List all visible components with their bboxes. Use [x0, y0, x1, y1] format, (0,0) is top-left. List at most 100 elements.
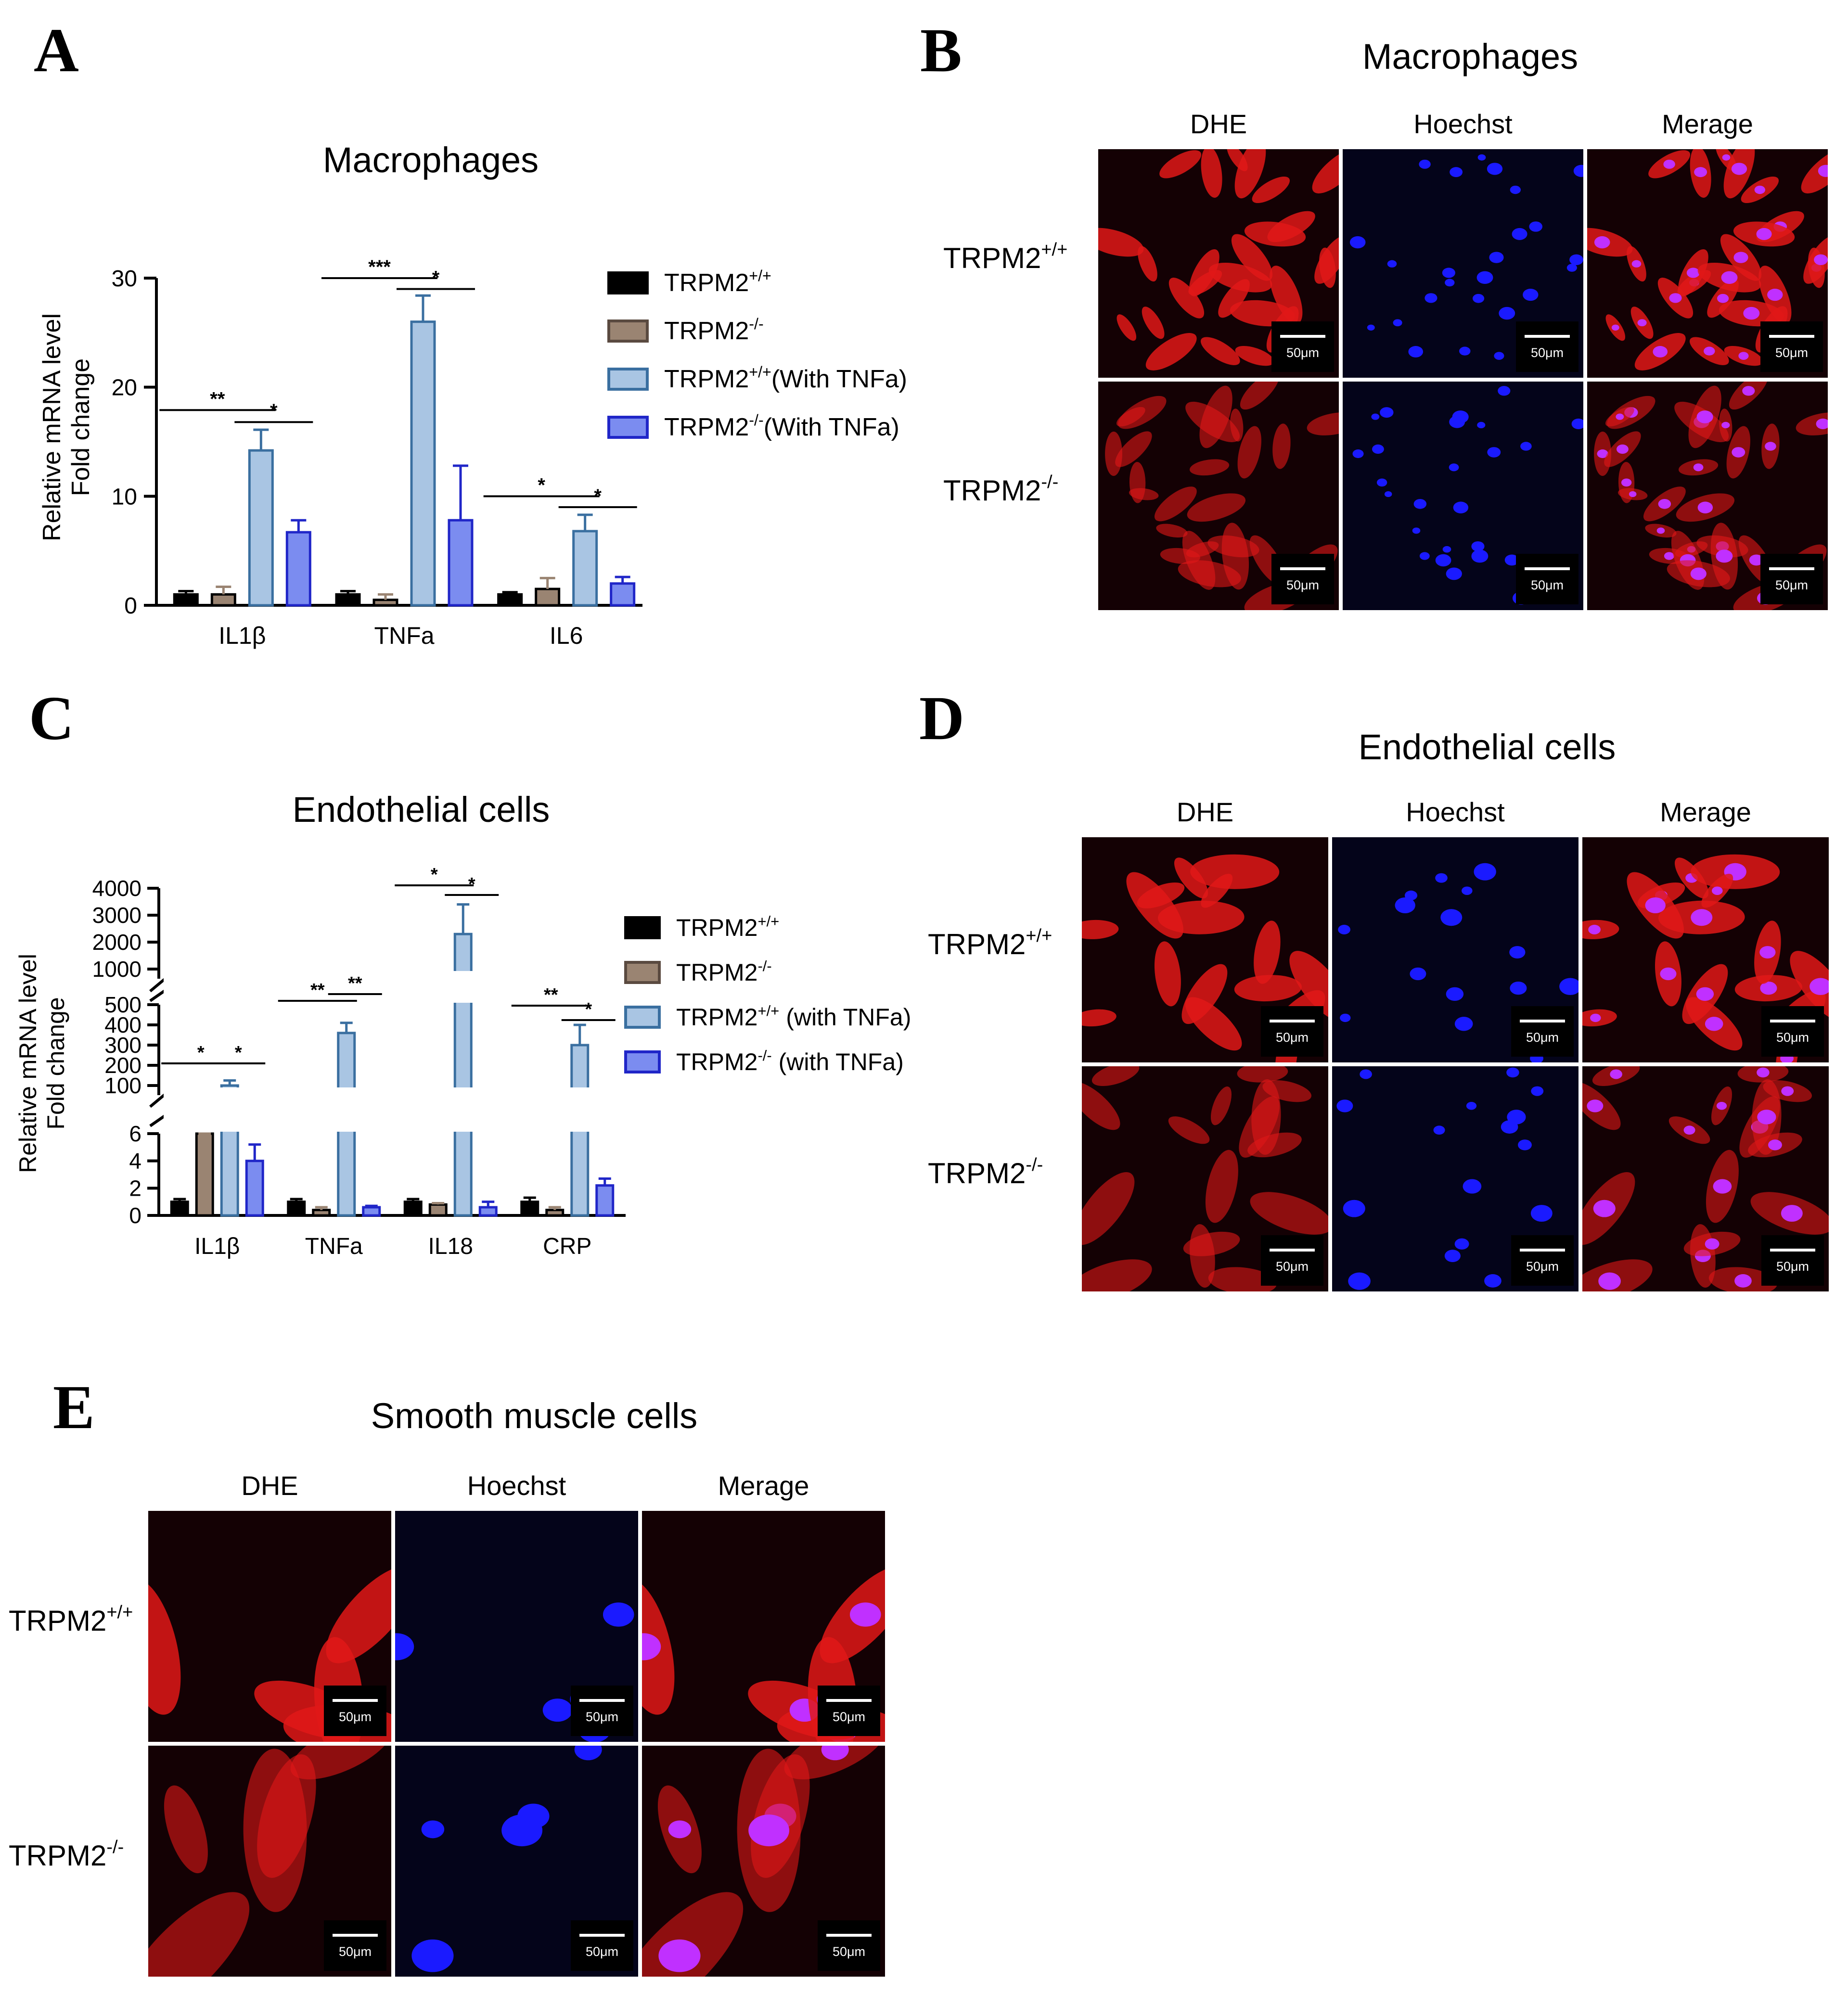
bar [610, 582, 636, 607]
significance-star: * [270, 400, 278, 422]
y-tick-label: 100 [104, 1073, 141, 1098]
nucleus [1716, 1101, 1727, 1110]
nucleus [1395, 897, 1415, 914]
scale-bar: 50μm [1761, 1006, 1824, 1057]
nucleus [1590, 1013, 1601, 1022]
legend-label: TRPM2+/+ (with TNFa) [676, 1002, 911, 1031]
nucleus [1712, 886, 1723, 895]
panel-d-title: Endothelial cells [1358, 727, 1616, 767]
y-tick-label: 400 [104, 1012, 141, 1037]
nucleus [1631, 260, 1642, 268]
nucleus [1343, 1200, 1365, 1217]
significance-star: * [431, 865, 438, 885]
nucleus [1340, 1013, 1351, 1022]
cell [1154, 486, 1197, 522]
scale-bar-line [579, 1699, 625, 1702]
cell [1582, 920, 1619, 939]
micrograph-image [148, 1746, 391, 1977]
bar [173, 593, 199, 607]
cell [243, 1749, 307, 1912]
micrograph-hoechst: 50μm [395, 1746, 638, 1977]
nucleus [1660, 967, 1677, 981]
legend-swatch [607, 368, 649, 391]
significance-star: *** [368, 256, 391, 278]
legend-swatch [624, 916, 661, 939]
scale-bar-line [1525, 567, 1570, 570]
nucleus [1694, 167, 1707, 178]
nucleus [1818, 165, 1828, 177]
scale-bar: 50μm [1261, 1235, 1323, 1286]
nucleus [1738, 352, 1749, 360]
nucleus [1449, 463, 1459, 472]
x-tick-label: IL1β [194, 1234, 240, 1259]
nucleus [1743, 307, 1760, 320]
nucleus [1749, 554, 1764, 566]
nucleus [1721, 422, 1730, 429]
nucleus [1459, 346, 1471, 356]
nucleus [501, 1814, 543, 1847]
column-label-merage: Merage [1662, 109, 1753, 139]
cell [1289, 951, 1328, 1022]
nucleus [1569, 254, 1583, 266]
scale-bar-label: 50μm [1775, 345, 1809, 360]
cell [1247, 1132, 1302, 1158]
nucleus [1372, 444, 1384, 454]
bar [448, 519, 474, 607]
y-tick-label: 6 [129, 1121, 141, 1146]
nucleus [1697, 501, 1713, 513]
nucleus [1597, 449, 1608, 458]
micrograph-merage: 50μm [1587, 382, 1828, 610]
cell [1250, 1192, 1328, 1235]
bar [595, 1184, 615, 1217]
scale-bar-line [1270, 1249, 1315, 1252]
nucleus [1484, 1274, 1502, 1288]
bar [287, 1201, 306, 1217]
significance-star: ** [210, 388, 225, 409]
nucleus [1593, 1200, 1616, 1217]
nucleus [1520, 442, 1532, 451]
nucleus [1349, 236, 1366, 249]
cell [326, 1566, 391, 1663]
cell [1254, 920, 1281, 984]
nucleus [1523, 288, 1539, 301]
scale-bar-line [826, 1699, 872, 1702]
nucleus [574, 1746, 602, 1761]
nucleus [1571, 418, 1583, 429]
micrograph-dhe: 50μm [1098, 149, 1339, 378]
nucleus [1705, 1238, 1720, 1250]
nucleus [1367, 324, 1375, 331]
row-label-ko: TRPM2-/- [943, 472, 1059, 507]
nucleus [1412, 527, 1421, 534]
nucleus [1510, 185, 1521, 194]
cell [1129, 488, 1159, 500]
cell [1234, 149, 1266, 199]
nucleus [1446, 987, 1464, 1001]
nucleus [1759, 946, 1776, 958]
bar [572, 530, 598, 607]
scale-bar-line [1270, 1020, 1315, 1022]
y-tick-label: 200 [104, 1053, 141, 1078]
cell [1145, 333, 1197, 370]
nucleus [603, 1602, 634, 1627]
y-tick-label: 1000 [92, 957, 141, 982]
scale-bar-label: 50μm [832, 1710, 866, 1724]
nucleus [1696, 987, 1714, 1001]
bar [410, 320, 436, 607]
cell [1201, 149, 1222, 198]
legend-label: TRPM2-/- [664, 315, 764, 345]
cell [1174, 857, 1208, 899]
scale-bar: 50μm [1761, 1235, 1824, 1286]
cell [1240, 382, 1279, 410]
cell [1183, 1231, 1240, 1256]
nucleus [1731, 163, 1747, 175]
significance-star: * [585, 999, 592, 1020]
nucleus [1376, 478, 1387, 487]
legend-label: TRPM2-/- [676, 958, 772, 986]
cell [1244, 221, 1306, 247]
scale-bar-label: 50μm [1775, 578, 1809, 592]
cell [1272, 423, 1291, 469]
y-tick-label: 500 [104, 992, 141, 1017]
nucleus [1717, 294, 1729, 303]
micrograph-dhe: 50μm [1098, 382, 1339, 610]
y-tick-label: 30 [112, 266, 137, 292]
